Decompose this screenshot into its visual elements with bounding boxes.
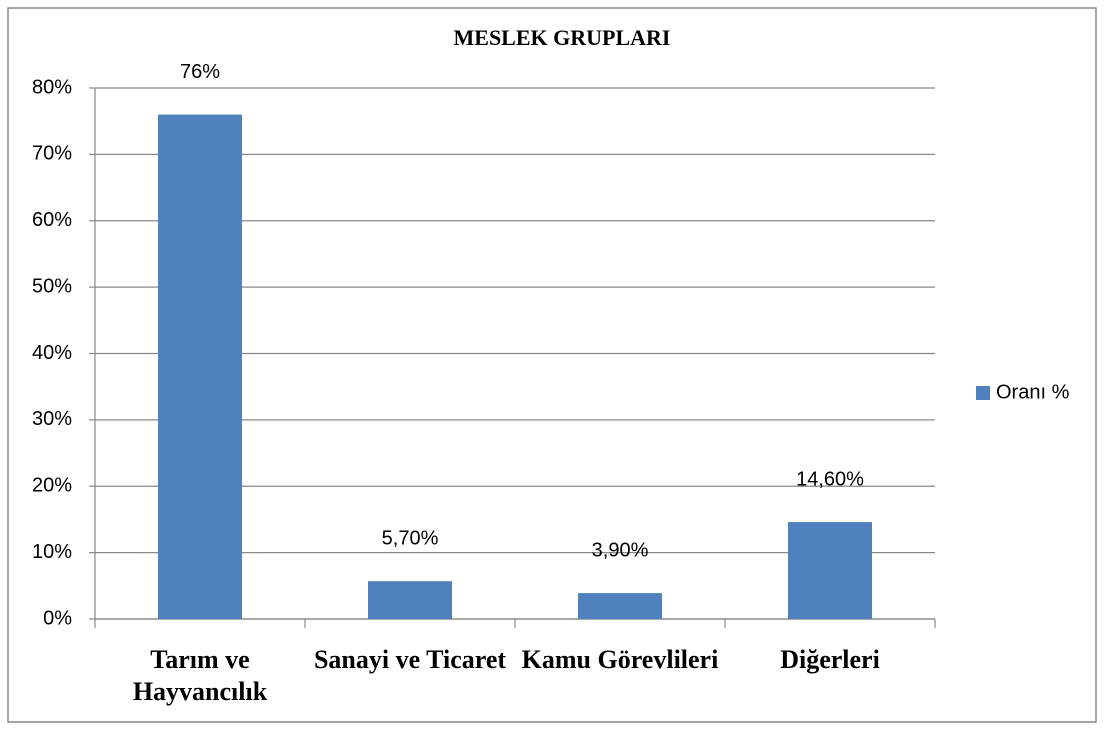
y-tick-label: 80%	[32, 76, 72, 98]
x-tick-label: Kamu Görevlileri	[521, 645, 719, 674]
y-tick-label: 0%	[43, 607, 72, 629]
data-label: 14,60%	[796, 468, 864, 490]
y-tick-label: 60%	[32, 209, 72, 231]
y-tick-label: 10%	[32, 541, 72, 563]
data-label: 3,90%	[592, 539, 649, 561]
x-tick-label: Tarım ve Hayvancılık	[132, 645, 268, 706]
y-tick-label: 30%	[32, 408, 72, 430]
y-tick-label: 40%	[32, 342, 72, 364]
y-tick-label: 50%	[32, 275, 72, 297]
bar	[368, 581, 452, 619]
x-tick-label: Diğerleri	[780, 645, 880, 674]
legend-swatch	[976, 386, 990, 400]
x-tick-label: Sanayi ve Ticaret	[313, 645, 507, 674]
data-label: 76%	[180, 61, 220, 83]
data-label: 5,70%	[382, 527, 439, 549]
y-tick-label: 20%	[32, 475, 72, 497]
bar	[158, 114, 242, 620]
y-tick-label: 70%	[32, 143, 72, 165]
chart-title: MESLEK GRUPLARI	[454, 25, 671, 50]
bar	[578, 593, 662, 619]
bar	[788, 522, 872, 619]
legend-label: Oranı %	[996, 381, 1070, 403]
